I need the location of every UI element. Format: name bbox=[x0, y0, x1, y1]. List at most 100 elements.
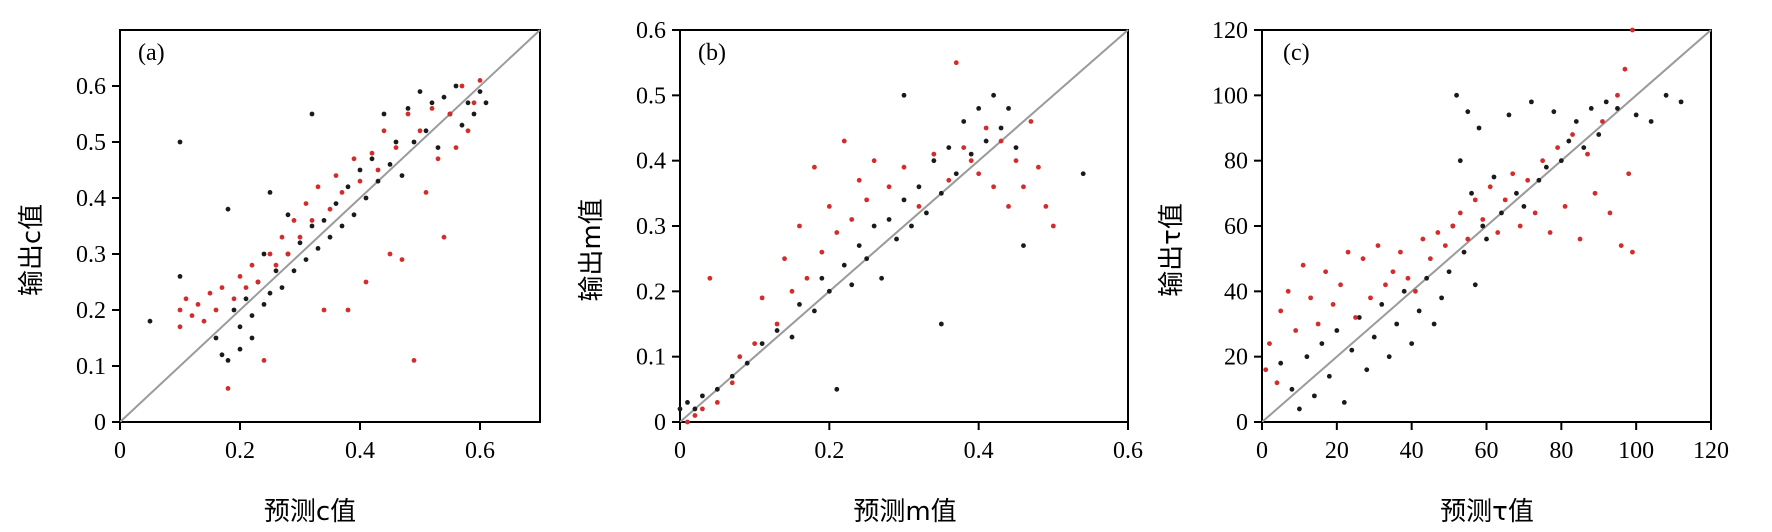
data-point bbox=[213, 335, 219, 341]
x-tick-label: 0.6 bbox=[465, 438, 495, 464]
data-point bbox=[411, 358, 417, 363]
data-point bbox=[1420, 236, 1426, 242]
y-tick-label: 0.1 bbox=[76, 354, 106, 380]
data-point bbox=[1622, 66, 1628, 72]
data-point bbox=[297, 240, 303, 246]
y-tick-label: 100 bbox=[1212, 83, 1248, 109]
data-point bbox=[375, 167, 381, 173]
data-point bbox=[1297, 406, 1302, 412]
data-point bbox=[685, 419, 690, 425]
data-point bbox=[1480, 217, 1486, 222]
data-point bbox=[789, 334, 795, 340]
data-point bbox=[465, 100, 471, 106]
data-point bbox=[387, 251, 393, 257]
data-point bbox=[297, 234, 303, 240]
y-tick-label: 20 bbox=[1224, 345, 1248, 371]
data-point bbox=[291, 268, 297, 274]
data-point bbox=[707, 275, 713, 281]
data-point bbox=[931, 158, 937, 164]
data-point bbox=[983, 138, 989, 144]
data-point bbox=[1506, 112, 1512, 118]
data-point bbox=[339, 223, 345, 229]
data-point bbox=[1263, 367, 1269, 373]
data-point bbox=[789, 288, 795, 294]
y-tick-label: 0.1 bbox=[636, 345, 666, 371]
data-point bbox=[177, 324, 183, 330]
x-tick-label: 0.2 bbox=[225, 438, 255, 464]
data-point bbox=[303, 201, 309, 207]
data-point bbox=[1375, 243, 1381, 249]
data-point bbox=[729, 380, 735, 386]
data-point bbox=[177, 274, 183, 279]
data-point bbox=[714, 400, 720, 405]
y-tick-label: 0.3 bbox=[636, 214, 666, 240]
data-point bbox=[333, 173, 339, 179]
data-point bbox=[782, 256, 787, 262]
data-point bbox=[1596, 132, 1602, 137]
data-point bbox=[1323, 269, 1329, 275]
data-point bbox=[1028, 119, 1034, 124]
data-point bbox=[1304, 354, 1310, 360]
data-point bbox=[1607, 210, 1613, 216]
data-point bbox=[1454, 92, 1459, 98]
y-tick-label: 80 bbox=[1224, 149, 1248, 175]
x-tick-label: 0 bbox=[674, 438, 686, 464]
data-point bbox=[1427, 256, 1433, 262]
x-tick-label: 0.6 bbox=[1113, 438, 1143, 464]
data-point bbox=[1278, 308, 1284, 314]
data-point bbox=[363, 195, 369, 201]
panel-label: (b) bbox=[698, 40, 726, 66]
data-point bbox=[1630, 249, 1635, 255]
data-point bbox=[381, 111, 387, 117]
data-point bbox=[285, 251, 291, 257]
data-point bbox=[1435, 230, 1441, 235]
data-point bbox=[321, 307, 327, 313]
data-point bbox=[1487, 184, 1493, 190]
data-point bbox=[1499, 210, 1504, 216]
data-point bbox=[714, 386, 720, 392]
data-point bbox=[435, 156, 441, 162]
data-point bbox=[1480, 223, 1486, 229]
data-point bbox=[1502, 197, 1508, 203]
series-1 bbox=[177, 78, 483, 391]
data-point bbox=[826, 204, 832, 209]
x-axis-title: 预测c值 bbox=[264, 497, 356, 527]
data-point bbox=[1566, 138, 1572, 144]
data-point bbox=[744, 360, 750, 366]
data-point bbox=[369, 150, 375, 156]
x-tick-label: 60 bbox=[1475, 438, 1499, 464]
data-point bbox=[177, 139, 183, 145]
data-point bbox=[267, 290, 273, 296]
data-point bbox=[183, 296, 189, 302]
data-point bbox=[938, 190, 944, 196]
data-point bbox=[812, 308, 817, 314]
data-point bbox=[315, 184, 321, 190]
data-point bbox=[998, 125, 1004, 131]
data-point bbox=[968, 158, 974, 164]
x-tick-label: 0 bbox=[114, 438, 126, 464]
data-point bbox=[417, 128, 423, 134]
data-point bbox=[849, 217, 855, 222]
data-point bbox=[901, 197, 907, 203]
data-point bbox=[1289, 386, 1295, 392]
x-tick-label: 80 bbox=[1549, 438, 1573, 464]
data-point bbox=[961, 145, 967, 151]
reference-line bbox=[679, 29, 1129, 423]
data-point bbox=[1465, 109, 1471, 115]
x-tick-label: 40 bbox=[1400, 438, 1424, 464]
data-point bbox=[1326, 373, 1332, 379]
data-point bbox=[327, 234, 333, 240]
data-point bbox=[1476, 125, 1482, 131]
data-point bbox=[1446, 269, 1452, 275]
data-point bbox=[1457, 210, 1463, 216]
data-point bbox=[1536, 177, 1542, 183]
data-point bbox=[1618, 243, 1624, 249]
data-point bbox=[834, 386, 840, 392]
data-point bbox=[774, 328, 780, 333]
data-point bbox=[938, 321, 944, 327]
data-point bbox=[1043, 204, 1049, 209]
data-point bbox=[393, 139, 399, 145]
data-point bbox=[1450, 223, 1456, 229]
data-point bbox=[1300, 262, 1306, 268]
data-point bbox=[249, 335, 255, 341]
